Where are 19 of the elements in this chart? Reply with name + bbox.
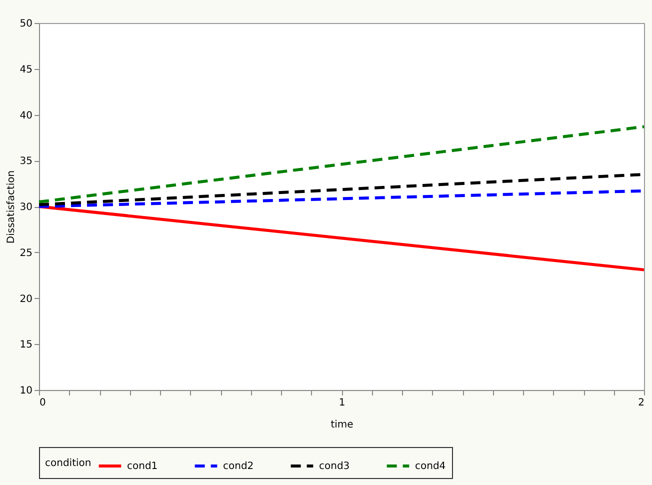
legend-title: condition (45, 458, 92, 469)
y-tick-label: 45 (20, 64, 32, 76)
y-tick-label: 10 (20, 386, 32, 396)
x-tick-label: 0 (40, 398, 46, 408)
y-tick-label: 35 (20, 156, 32, 168)
legend-label: cond1 (127, 461, 158, 472)
legend-label: cond2 (223, 461, 254, 472)
y-tick-label: 40 (20, 110, 32, 122)
y-tick-label: 20 (20, 294, 32, 305)
y-tick-label: 25 (20, 248, 32, 259)
x-tick-label: 1 (338, 398, 346, 408)
legend-label: cond3 (319, 461, 350, 472)
legend-label: cond4 (415, 461, 446, 472)
y-axis-title: Dissatisfaction (6, 170, 17, 244)
y-tick-label: 15 (20, 340, 32, 351)
x-tick-label: 2 (638, 398, 644, 408)
y-tick-label: 30 (20, 202, 32, 213)
x-axis-title: time (330, 420, 354, 430)
y-tick-label: 50 (20, 18, 32, 30)
